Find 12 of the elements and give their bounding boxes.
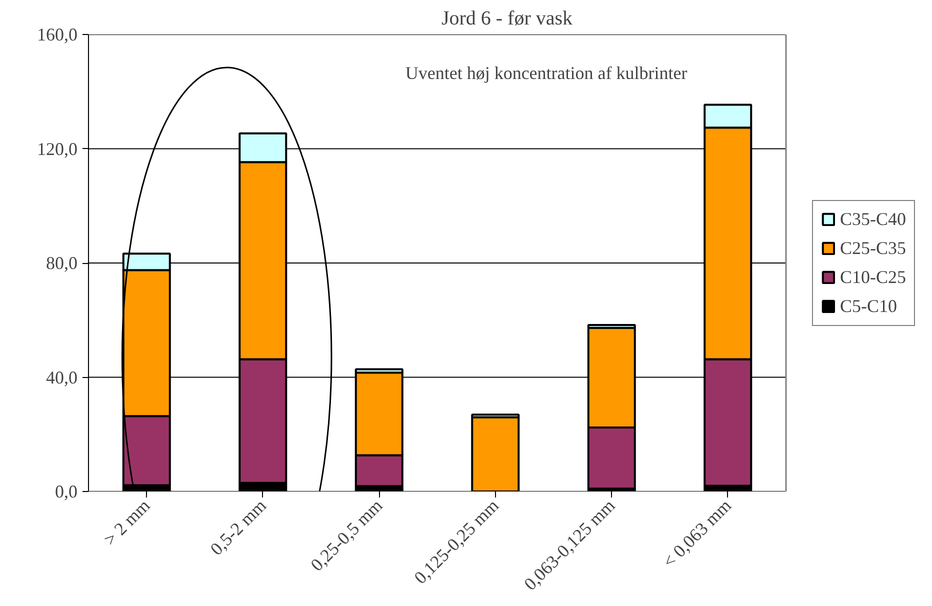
y-tick-label: 40,0 [46, 367, 78, 388]
legend-label: C35-C40 [840, 208, 906, 230]
legend-label: C25-C35 [840, 238, 906, 258]
chart-title: Jord 6 - før vask [441, 8, 573, 30]
y-tick-label: 0,0 [55, 482, 78, 502]
legend-label: C5-C10 [840, 296, 897, 316]
y-tick-label: 120,0 [37, 138, 78, 159]
x-tick-label: > 2 mm [100, 495, 154, 550]
y-tick-label: 80,0 [46, 253, 78, 273]
legend-label: C10-C25 [840, 266, 906, 288]
y-tick-label: 160,0 [37, 24, 78, 44]
annotation: Uventet høj koncentration af kulbrinter [405, 63, 688, 84]
